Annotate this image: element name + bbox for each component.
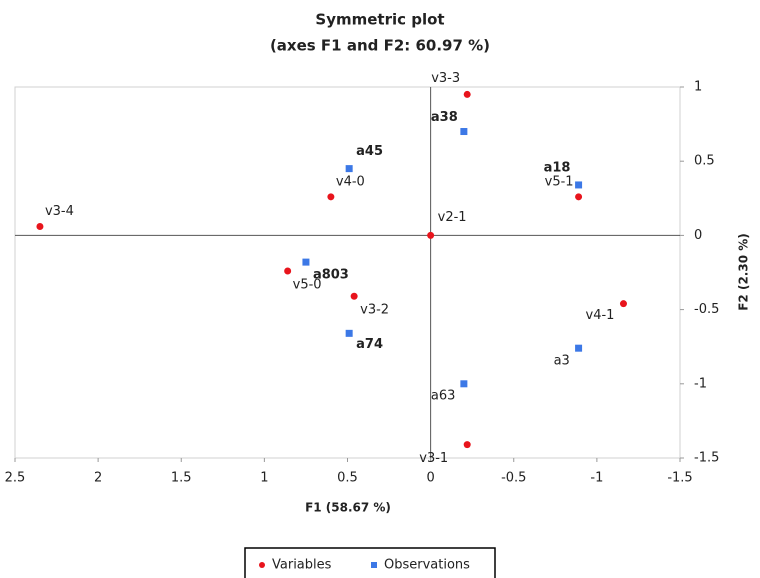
y-tick-label: -1 [694,376,707,391]
point [464,441,471,448]
legend-label: Variables [272,558,332,573]
legend-marker [371,562,377,568]
y-tick-label: 0.5 [694,154,715,169]
point [427,232,434,239]
point [284,268,291,275]
x-tick-label: -1 [590,471,603,486]
y-tick-label: -1.5 [694,451,719,466]
point-label: v3-1 [419,451,448,466]
point-label: a3 [554,354,570,369]
point-label: a45 [356,144,383,159]
y-tick-label: -0.5 [694,302,719,317]
x-tick-label: -1.5 [667,471,692,486]
point [460,128,467,135]
point-label: v3-4 [45,204,74,219]
point-label: v4-1 [586,308,615,323]
point [351,293,358,300]
point-label: v3-3 [431,71,460,86]
x-tick-label: 2 [94,471,102,486]
point [36,223,43,230]
point-label: v2-1 [438,210,467,225]
legend-label: Observations [384,558,470,573]
point [575,345,582,352]
x-tick-label: 1 [260,471,268,486]
point-label: v3-2 [360,303,389,318]
y-axis-label: F2 (2.30 %) [737,233,751,311]
point [575,181,582,188]
legend-marker [259,562,265,568]
point-label: a38 [431,110,458,125]
x-tick-label: 1.5 [171,471,192,486]
x-tick-label: 0.5 [337,471,358,486]
y-tick-label: 0 [694,228,702,243]
x-tick-label: -0.5 [501,471,526,486]
point [346,165,353,172]
point [327,193,334,200]
point [302,259,309,266]
x-tick-label: 0 [426,471,434,486]
point [460,380,467,387]
point [575,193,582,200]
point [464,91,471,98]
x-tick-label: 2.5 [5,471,26,486]
point [346,330,353,337]
point-label: a803 [313,268,349,283]
point-label: v4-0 [336,174,365,189]
point-label: a74 [356,337,383,352]
chart-subtitle: (axes F1 and F2: 60.97 %) [270,37,490,55]
chart: Symmetric plot (axes F1 and F2: 60.97 %)… [0,0,760,578]
point [620,300,627,307]
point-label: a63 [431,388,456,403]
point-label: v5-1 [545,174,574,189]
chart-title: Symmetric plot [315,11,444,29]
y-tick-label: 1 [694,80,702,95]
point-label: a18 [544,160,571,175]
x-axis-label: F1 (58.67 %) [305,501,391,515]
